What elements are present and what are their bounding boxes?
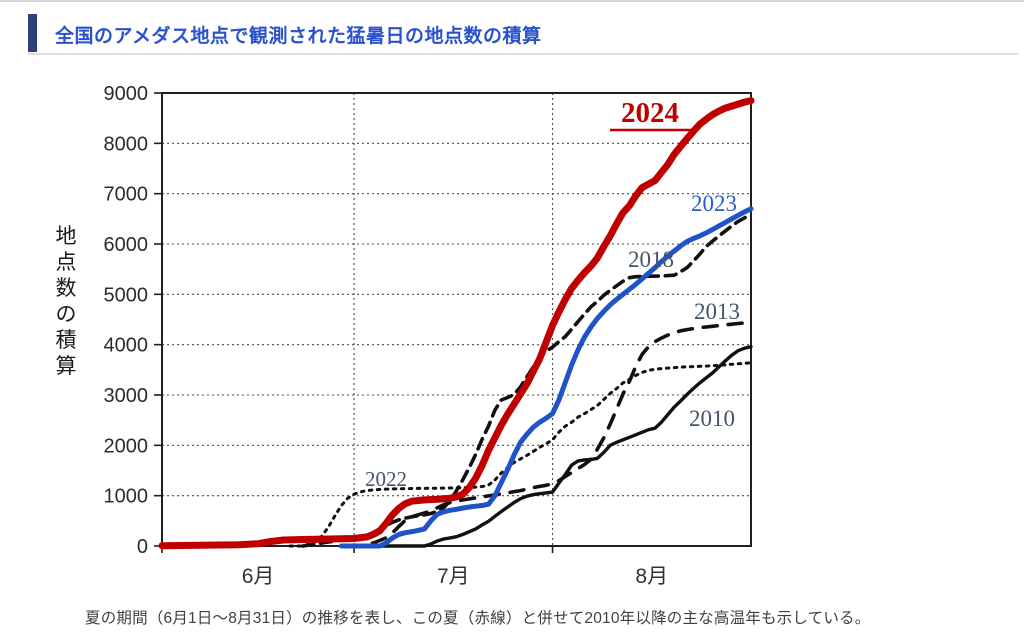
window-top-edge	[0, 0, 1024, 2]
title-accent-bar	[28, 14, 37, 52]
series-line-2010	[352, 345, 753, 548]
y-tick-label: 7000	[104, 184, 149, 206]
page-title: 全国のアメダス地点で観測された猛暑日の地点数の積算	[55, 26, 542, 47]
x-month-label: 8月	[635, 565, 668, 588]
y-tick-label: 9000	[104, 83, 149, 105]
x-month-label: 6月	[242, 565, 275, 588]
series-line-2013	[345, 320, 753, 548]
series-line-2022	[288, 361, 753, 548]
chart-caption: 夏の期間（6月1日～8月31日）の推移を表し、この夏（赤線）と併せて2010年以…	[85, 610, 871, 627]
y-tick-label: 2000	[104, 435, 149, 457]
title-divider	[28, 53, 1018, 55]
series-line-2024	[158, 97, 755, 550]
plot-frame	[161, 92, 752, 547]
series-label-2023: 2023	[691, 191, 737, 216]
y-axis-title-char: の	[56, 303, 77, 326]
x-month-label: 7月	[437, 565, 470, 588]
y-axis-title-char: 地	[56, 225, 77, 248]
series-line-2023	[338, 206, 754, 549]
series-label-2022: 2022	[365, 467, 407, 491]
y-tick-label: 8000	[104, 133, 149, 155]
y-axis-title-char: 数	[56, 277, 77, 300]
y-tick-label: 0	[137, 536, 148, 558]
y-tick-label: 3000	[104, 385, 149, 407]
y-axis-title-char: 算	[56, 355, 77, 378]
series-label-2024: 2024	[621, 97, 679, 129]
series-label-2018: 2018	[628, 247, 674, 272]
series-label-2013: 2013	[694, 299, 740, 324]
y-tick-label: 1000	[104, 486, 149, 508]
y-axis-title-char: 点	[56, 251, 77, 274]
y-axis-title-char: 積	[56, 329, 77, 352]
y-tick-label: 5000	[104, 284, 149, 306]
y-tick-label: 6000	[104, 234, 149, 256]
y-tick-label: 4000	[104, 335, 149, 357]
series-label-2010: 2010	[689, 406, 735, 431]
